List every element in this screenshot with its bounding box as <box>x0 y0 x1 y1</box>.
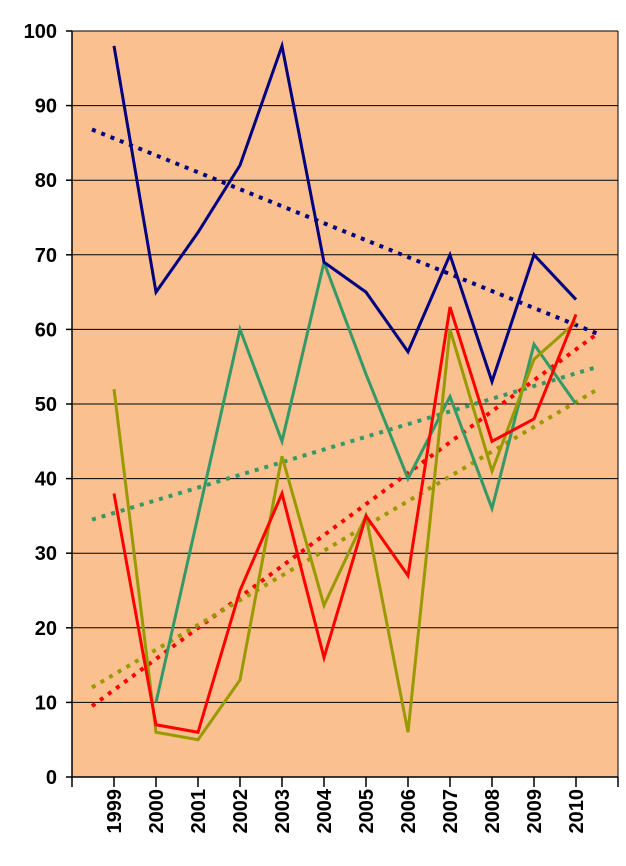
series-line-red <box>112 306 578 734</box>
x-tick-label-2001: 2001 <box>188 789 210 834</box>
series-line-navy <box>112 40 578 387</box>
x-tick-label-2008: 2008 <box>482 789 504 834</box>
x-tick-labels: 1999 2000 2001 2002 2003 2004 2005 2006 2007 2008… <box>104 788 588 833</box>
y-tick-label-20: 20 <box>35 618 57 640</box>
series-line-olive <box>112 320 577 742</box>
y-tick-label-100: 100 <box>24 21 57 43</box>
x-tick-label-2004: 2004 <box>314 788 336 833</box>
y-tick-label-90: 90 <box>35 96 57 118</box>
y-tick-label-10: 10 <box>35 692 57 714</box>
trendline-teal <box>91 364 599 522</box>
y-tick-label-60: 60 <box>35 319 57 341</box>
x-tick-label-2007: 2007 <box>440 789 462 834</box>
trendline-red <box>90 331 600 708</box>
x-tick-label-2005: 2005 <box>356 789 378 834</box>
axes <box>66 30 619 787</box>
x-tick-label-2009: 2009 <box>524 789 546 834</box>
gridlines <box>72 30 618 703</box>
y-tick-label-30: 30 <box>35 543 57 565</box>
series-lines <box>112 40 578 742</box>
y-tick-label-50: 50 <box>35 394 57 416</box>
trendline-olive <box>90 387 600 690</box>
x-tick-label-2000: 2000 <box>146 789 168 834</box>
x-tick-label-2010: 2010 <box>566 789 588 834</box>
trendline-navy <box>91 127 599 336</box>
x-tick-label-2002: 2002 <box>230 789 252 834</box>
series-line-teal <box>154 257 578 703</box>
x-tick-label-2003: 2003 <box>272 789 294 834</box>
y-tick-label-40: 40 <box>35 469 57 491</box>
x-tick-label-2006: 2006 <box>398 789 420 834</box>
y-tick-label-80: 80 <box>35 170 57 192</box>
y-tick-label-70: 70 <box>35 245 57 267</box>
y-tick-label-0: 0 <box>46 767 57 789</box>
x-tick-label-1999: 1999 <box>104 789 126 834</box>
trendlines <box>90 127 600 708</box>
y-tick-labels: 0 10 20 30 40 50 60 70 80 90 100 <box>24 21 57 789</box>
